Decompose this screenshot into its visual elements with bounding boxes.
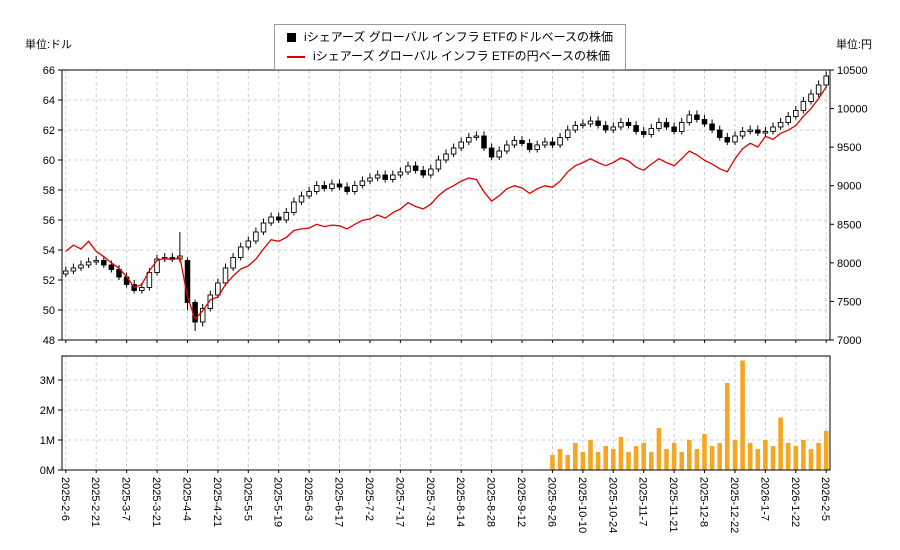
svg-text:2026-1-22: 2026-1-22 xyxy=(789,477,801,527)
price-plot-border xyxy=(61,69,831,341)
x-axis-labels: 2025-2-6 2025-2-21 2025-3-7 2025-3-21 2025-4… xyxy=(59,340,831,533)
svg-text:2025-7-17: 2025-7-17 xyxy=(393,477,405,527)
svg-text:2025-3-21: 2025-3-21 xyxy=(150,477,162,527)
svg-text:2025-2-6: 2025-2-6 xyxy=(59,477,71,521)
chart-legend: iシェアーズ グローバル インフラ ETFのドルベースの株価 iシェアーズ グロ… xyxy=(274,24,626,70)
svg-text:2025-6-17: 2025-6-17 xyxy=(333,477,345,527)
svg-text:2025-8-14: 2025-8-14 xyxy=(454,477,466,527)
svg-text:7000: 7000 xyxy=(837,335,861,347)
svg-text:10500: 10500 xyxy=(837,65,868,77)
svg-text:8500: 8500 xyxy=(837,219,861,231)
jpy-line-series xyxy=(65,86,827,321)
svg-text:8000: 8000 xyxy=(837,258,861,270)
svg-text:10000: 10000 xyxy=(837,104,868,116)
svg-text:2025-12-22: 2025-12-22 xyxy=(728,477,740,533)
left-axis-labels: 48 50 52 54 56 58 60 62 64 66 xyxy=(43,65,62,347)
svg-text:2025-10-10: 2025-10-10 xyxy=(576,477,588,533)
svg-text:2025-6-3: 2025-6-3 xyxy=(302,477,314,521)
volume-bar-series xyxy=(550,360,829,470)
legend-usd-row: iシェアーズ グローバル インフラ ETFのドルベースの株価 xyxy=(287,30,613,45)
svg-text:2025-3-7: 2025-3-7 xyxy=(120,477,132,521)
svg-text:50: 50 xyxy=(43,305,55,317)
svg-text:2025-4-4: 2025-4-4 xyxy=(181,477,193,521)
legend-usd-label: iシェアーズ グローバル インフラ ETFのドルベースの株価 xyxy=(304,30,613,44)
svg-text:2025-5-19: 2025-5-19 xyxy=(272,477,284,527)
svg-text:2025-8-28: 2025-8-28 xyxy=(485,477,497,527)
volume-plot-border xyxy=(61,355,831,471)
candlestick-series xyxy=(63,71,829,331)
right-axis-labels: 7000 7500 8000 8500 9000 9500 10000 10500 xyxy=(830,65,868,347)
left-axis-unit-label: 単位:ドル xyxy=(25,39,73,51)
svg-text:2025-7-2: 2025-7-2 xyxy=(363,477,375,521)
right-axis-unit-label: 単位:円 xyxy=(835,39,872,51)
svg-text:2026-2-5: 2026-2-5 xyxy=(819,477,831,521)
svg-text:64: 64 xyxy=(43,95,55,107)
svg-text:7500: 7500 xyxy=(837,296,861,308)
gridlines xyxy=(62,69,830,470)
svg-text:3M: 3M xyxy=(40,375,55,387)
svg-text:2025-11-21: 2025-11-21 xyxy=(667,477,679,532)
svg-text:2025-10-24: 2025-10-24 xyxy=(606,477,618,533)
svg-text:2025-11-7: 2025-11-7 xyxy=(637,477,649,526)
svg-text:2026-1-7: 2026-1-7 xyxy=(758,477,770,521)
svg-text:0M: 0M xyxy=(40,465,55,477)
volume-axis-labels: 0M 1M 2M 3M xyxy=(40,375,62,477)
svg-text:66: 66 xyxy=(43,65,55,77)
svg-text:62: 62 xyxy=(43,125,55,137)
usd-series-marker-icon xyxy=(287,33,297,42)
svg-text:48: 48 xyxy=(43,335,55,347)
svg-text:2025-7-31: 2025-7-31 xyxy=(424,477,436,527)
svg-text:2025-4-21: 2025-4-21 xyxy=(211,477,223,527)
svg-text:9000: 9000 xyxy=(837,181,861,193)
svg-text:2025-5-5: 2025-5-5 xyxy=(241,477,253,521)
svg-text:1M: 1M xyxy=(40,435,55,447)
svg-text:2025-2-21: 2025-2-21 xyxy=(89,477,101,527)
svg-text:56: 56 xyxy=(43,215,55,227)
svg-text:2M: 2M xyxy=(40,405,55,417)
jpy-series-marker-icon xyxy=(287,55,306,58)
svg-text:54: 54 xyxy=(43,245,55,257)
svg-text:2025-9-26: 2025-9-26 xyxy=(546,477,558,527)
svg-text:9500: 9500 xyxy=(837,142,861,154)
svg-text:58: 58 xyxy=(43,185,55,197)
svg-text:2025-12-8: 2025-12-8 xyxy=(698,477,710,527)
svg-text:60: 60 xyxy=(43,155,55,167)
svg-text:2025-9-12: 2025-9-12 xyxy=(515,477,527,527)
legend-jpy-label: iシェアーズ グローバル インフラ ETFの円ベースの株価 xyxy=(313,49,610,63)
svg-text:52: 52 xyxy=(43,275,55,287)
legend-jpy-row: iシェアーズ グローバル インフラ ETFの円ベースの株価 xyxy=(287,49,613,64)
